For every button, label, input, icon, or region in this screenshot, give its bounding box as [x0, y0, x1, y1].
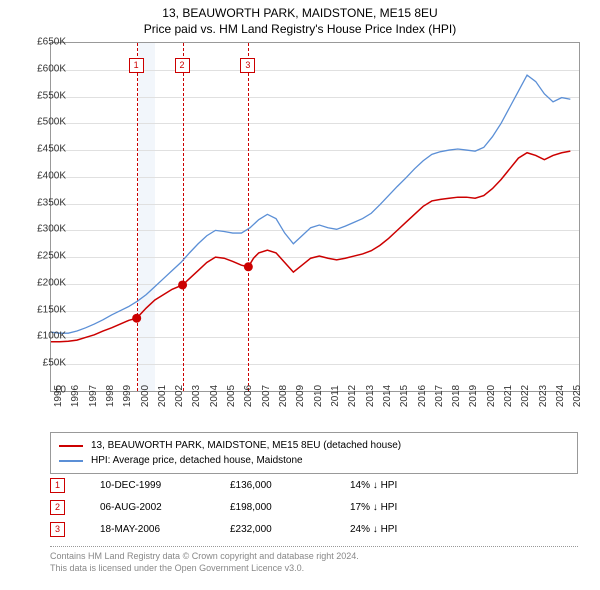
x-tick-label: 2000	[140, 385, 151, 407]
title-line-2: Price paid vs. HM Land Registry's House …	[0, 22, 600, 38]
legend-row-red: 13, BEAUWORTH PARK, MAIDSTONE, ME15 8EU …	[59, 438, 569, 453]
marker-box: 1	[129, 58, 144, 73]
txn-delta: 24% ↓ HPI	[350, 524, 470, 535]
marker-box: 2	[175, 58, 190, 73]
y-tick-label: £150K	[21, 304, 66, 315]
transaction-table: 1 10-DEC-1999£136,00014% ↓ HPI 2 06-AUG-200…	[50, 474, 470, 540]
txn-delta: 14% ↓ HPI	[350, 480, 470, 491]
txn-marker-box: 2	[50, 500, 65, 515]
x-tick-label: 2006	[243, 385, 254, 407]
x-tick-label: 2001	[157, 385, 168, 407]
y-tick-label: £500K	[21, 117, 66, 128]
x-tick-label: 2022	[520, 385, 531, 407]
x-tick-label: 2016	[417, 385, 428, 407]
x-tick-label: 1995	[53, 385, 64, 407]
y-tick-label: £200K	[21, 277, 66, 288]
x-tick-label: 2012	[347, 385, 358, 407]
x-tick-label: 2017	[434, 385, 445, 407]
txn-marker-box: 1	[50, 478, 65, 493]
txn-price: £232,000	[230, 524, 350, 535]
x-tick-label: 2021	[503, 385, 514, 407]
x-tick-label: 2008	[278, 385, 289, 407]
x-tick-label: 2010	[313, 385, 324, 407]
x-tick-label: 1997	[88, 385, 99, 407]
x-tick-label: 1999	[122, 385, 133, 407]
y-tick-label: £650K	[21, 37, 66, 48]
footer-line-2: This data is licensed under the Open Gov…	[50, 563, 578, 575]
x-tick-label: 2019	[468, 385, 479, 407]
x-tick-label: 2025	[572, 385, 583, 407]
x-tick-label: 1996	[70, 385, 81, 407]
marker-box: 3	[240, 58, 255, 73]
x-tick-label: 2009	[295, 385, 306, 407]
txn-marker-box: 3	[50, 522, 65, 537]
container: 13, BEAUWORTH PARK, MAIDSTONE, ME15 8EU …	[0, 0, 600, 590]
txn-date: 18-MAY-2006	[100, 524, 230, 535]
y-tick-label: £600K	[21, 63, 66, 74]
footer: Contains HM Land Registry data © Crown c…	[50, 546, 578, 574]
x-tick-label: 2015	[399, 385, 410, 407]
legend-label-red: 13, BEAUWORTH PARK, MAIDSTONE, ME15 8EU …	[91, 440, 401, 451]
y-tick-label: £550K	[21, 90, 66, 101]
x-tick-label: 2003	[191, 385, 202, 407]
x-tick-label: 2007	[261, 385, 272, 407]
footer-line-1: Contains HM Land Registry data © Crown c…	[50, 551, 578, 563]
y-tick-label: £350K	[21, 197, 66, 208]
x-tick-label: 2011	[330, 385, 341, 407]
txn-row: 2 06-AUG-2002£198,00017% ↓ HPI	[50, 496, 470, 518]
legend-swatch-blue	[59, 460, 83, 462]
legend-swatch-red	[59, 445, 83, 447]
legend: 13, BEAUWORTH PARK, MAIDSTONE, ME15 8EU …	[50, 432, 578, 474]
y-tick-label: £300K	[21, 224, 66, 235]
y-tick-label: £50K	[21, 358, 66, 369]
chart-plot-area	[50, 42, 580, 392]
x-tick-label: 2005	[226, 385, 237, 407]
x-tick-label: 1998	[105, 385, 116, 407]
legend-row-blue: HPI: Average price, detached house, Maid…	[59, 453, 569, 468]
txn-row: 3 18-MAY-2006£232,00024% ↓ HPI	[50, 518, 470, 540]
txn-date: 06-AUG-2002	[100, 502, 230, 513]
y-tick-label: £100K	[21, 331, 66, 342]
y-tick-label: £450K	[21, 144, 66, 155]
txn-price: £198,000	[230, 502, 350, 513]
x-tick-label: 2002	[174, 385, 185, 407]
txn-date: 10-DEC-1999	[100, 480, 230, 491]
title-line-1: 13, BEAUWORTH PARK, MAIDSTONE, ME15 8EU	[0, 6, 600, 22]
y-tick-label: £250K	[21, 251, 66, 262]
x-tick-label: 2024	[555, 385, 566, 407]
y-tick-label: £400K	[21, 170, 66, 181]
txn-price: £136,000	[230, 480, 350, 491]
chart-title: 13, BEAUWORTH PARK, MAIDSTONE, ME15 8EU …	[0, 0, 600, 37]
x-tick-label: 2018	[451, 385, 462, 407]
txn-row: 1 10-DEC-1999£136,00014% ↓ HPI	[50, 474, 470, 496]
txn-delta: 17% ↓ HPI	[350, 502, 470, 513]
x-tick-label: 2023	[538, 385, 549, 407]
legend-label-blue: HPI: Average price, detached house, Maid…	[91, 455, 303, 466]
x-tick-label: 2014	[382, 385, 393, 407]
x-tick-label: 2013	[365, 385, 376, 407]
x-tick-label: 2020	[486, 385, 497, 407]
x-tick-label: 2004	[209, 385, 220, 407]
